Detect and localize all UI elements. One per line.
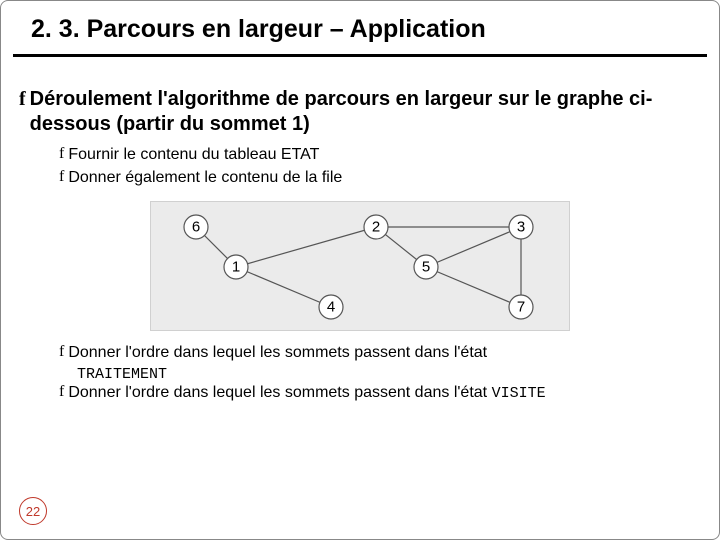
- graph-node-label: 5: [422, 258, 430, 275]
- bullet-icon: f: [59, 145, 64, 163]
- sub-bullet-text: Donner l'ordre dans lequel les sommets p…: [68, 383, 545, 404]
- bullet-icon: f: [59, 383, 64, 401]
- content: f Déroulement l'algorithme de parcours e…: [1, 57, 719, 404]
- graph-edge: [426, 267, 521, 307]
- graph-node-label: 7: [517, 298, 525, 315]
- sub-bullet-text: Donner également le contenu de la file: [68, 168, 342, 189]
- graph-edge: [236, 227, 376, 267]
- sub-list-top: f Fournir le contenu du tableau ETAT f D…: [59, 145, 701, 189]
- sub-bullet-text: Donner l'ordre dans lequel les sommets p…: [68, 343, 487, 364]
- code-text: VISITE: [492, 385, 546, 402]
- page-title: 2. 3. Parcours en largeur – Application: [31, 15, 689, 44]
- bullet-icon: f: [59, 343, 64, 361]
- graph-node-label: 2: [372, 218, 380, 235]
- sub-bullet: f Donner l'ordre dans lequel les sommets…: [59, 383, 701, 404]
- graph-edge: [426, 227, 521, 267]
- bullet-icon: f: [59, 168, 64, 186]
- graph-node-label: 4: [327, 298, 335, 315]
- graph-figure: 1 2 3 4 5 6 7: [19, 201, 701, 331]
- sub-bullet-text-part: Donner l'ordre dans lequel les sommets p…: [68, 384, 491, 401]
- main-bullet: f Déroulement l'algorithme de parcours e…: [19, 87, 701, 137]
- graph-node-label: 6: [192, 218, 200, 235]
- code-text: TRAITEMENT: [77, 366, 167, 383]
- title-block: 2. 3. Parcours en largeur – Application: [13, 1, 707, 57]
- sub-bullet: f Fournir le contenu du tableau ETAT: [59, 145, 701, 166]
- bullet-icon: f: [19, 87, 26, 111]
- graph-node-label: 3: [517, 218, 525, 235]
- page-number-badge: 22: [19, 497, 47, 525]
- sub-bullet-text-part: Donner l'ordre dans lequel les sommets p…: [68, 344, 487, 361]
- sub-list-bottom: f Donner l'ordre dans lequel les sommets…: [59, 343, 701, 405]
- main-bullet-text: Déroulement l'algorithme de parcours en …: [30, 87, 701, 137]
- code-line: TRAITEMENT: [77, 365, 701, 383]
- graph-svg: 1 2 3 4 5 6 7: [150, 201, 570, 331]
- sub-bullet-text: Fournir le contenu du tableau ETAT: [68, 145, 319, 166]
- graph-edge: [236, 267, 331, 307]
- graph-node-label: 1: [232, 258, 240, 275]
- sub-bullet: f Donner l'ordre dans lequel les sommets…: [59, 343, 701, 364]
- sub-bullet: f Donner également le contenu de la file: [59, 168, 701, 189]
- page-number: 22: [26, 504, 40, 519]
